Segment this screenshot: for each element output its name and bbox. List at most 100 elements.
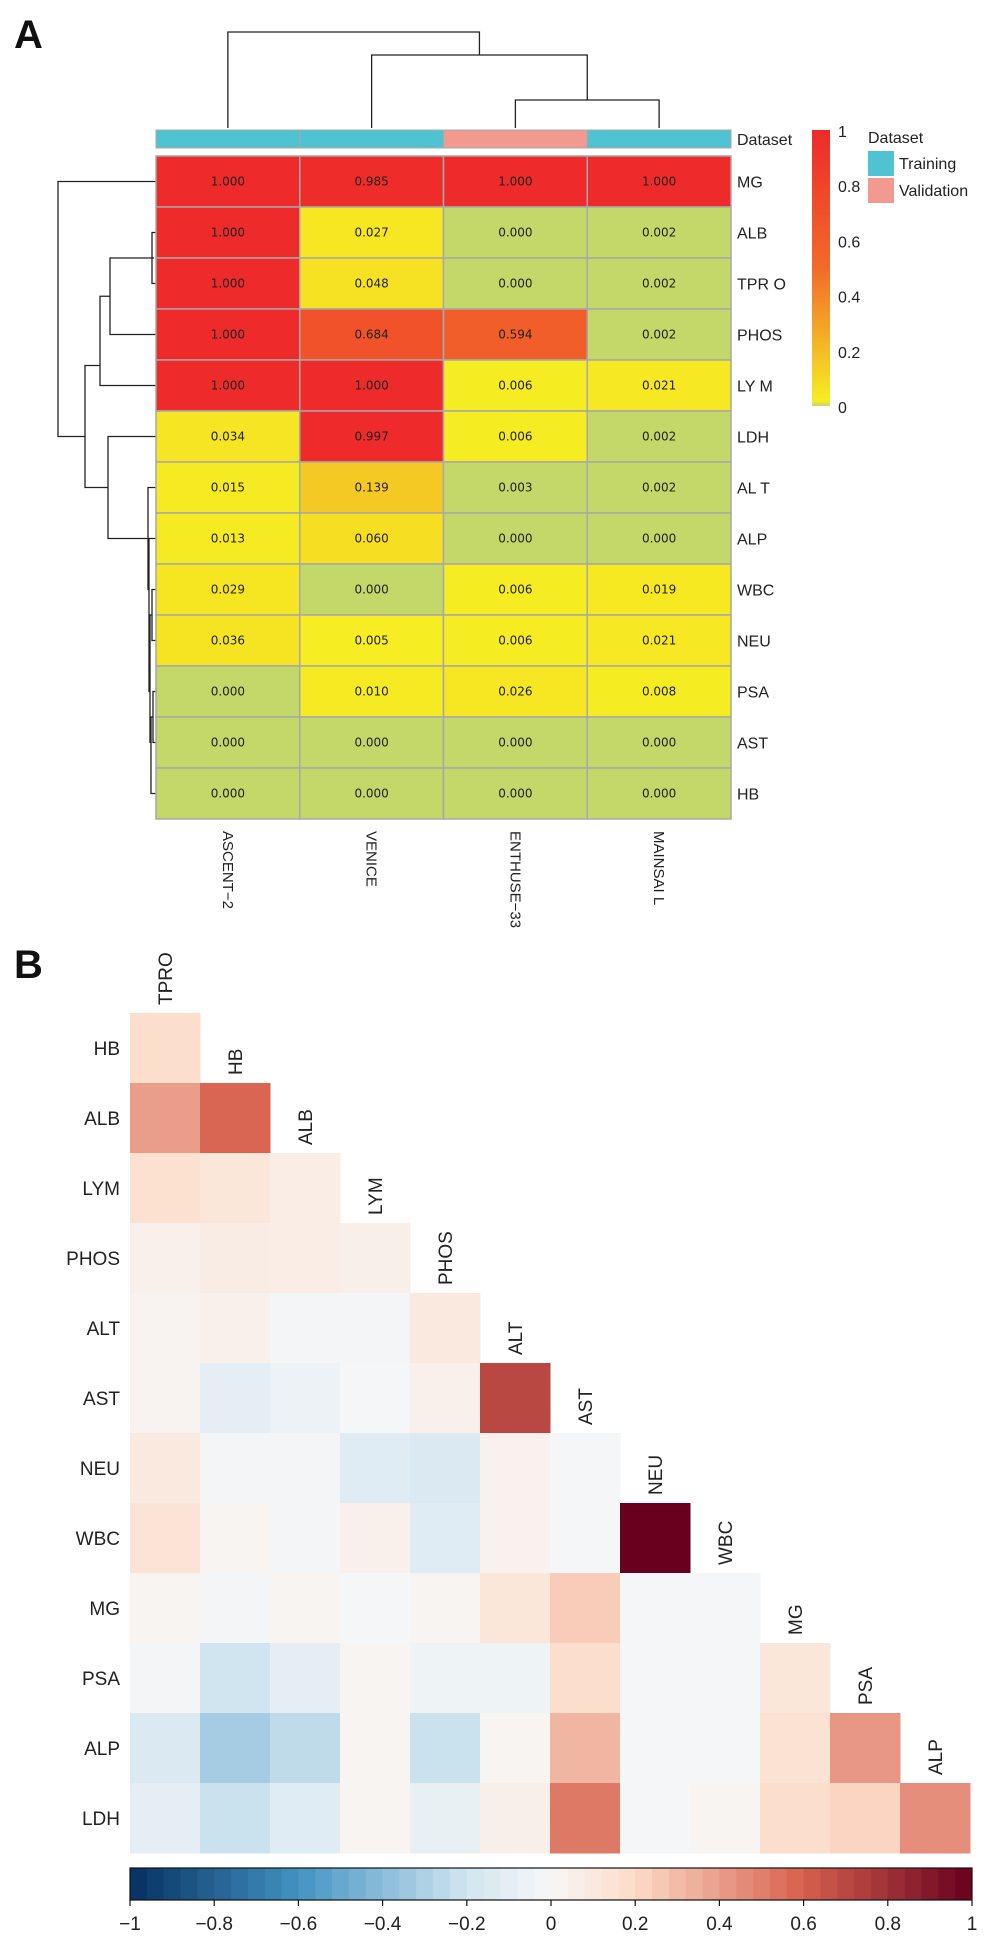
panel-b-label: B (14, 943, 43, 987)
correlation-cell (270, 1783, 341, 1854)
correlation-cell (410, 1293, 481, 1364)
heatmap-cell (586, 716, 732, 769)
colorbar-segment (753, 1868, 771, 1900)
correlation-cell (900, 1783, 971, 1854)
column-label: LYM (366, 1177, 387, 1215)
column-label: PSA (856, 1667, 877, 1705)
correlation-cell (270, 1643, 341, 1714)
correlation-cell (410, 1503, 481, 1574)
column-label: ENTHUSE−33 (506, 831, 523, 928)
cell-value-label: 0.000 (498, 277, 532, 291)
cell-value-label: 0.000 (642, 787, 676, 801)
cell-value-label: 0.029 (211, 583, 245, 597)
annotation-cell (586, 129, 732, 149)
correlation-cell (410, 1783, 481, 1854)
row-label: MG (89, 1599, 120, 1620)
heatmap-cell (155, 665, 301, 718)
dataset-annotation-bar: Dataset (155, 129, 793, 149)
column-label: ALT (506, 1321, 527, 1355)
correlation-cell (480, 1363, 551, 1434)
correlation-colorbar: −1 −0.8 −0.6 −0.4 −0.2 0 0.2 0.4 0.6 0.8 1 (119, 1867, 977, 1935)
correlation-cell (200, 1713, 271, 1784)
correlation-cell (200, 1153, 271, 1224)
cell-value-label: 0.000 (354, 736, 388, 750)
correlation-cell (200, 1643, 271, 1714)
correlation-cell (340, 1573, 411, 1644)
correlation-cell (130, 1153, 201, 1224)
correlation-cell (830, 1713, 901, 1784)
colorbar-segment (938, 1868, 956, 1900)
colorbar-segment (904, 1868, 922, 1900)
cell-value-label: 0.036 (211, 634, 245, 648)
cell-value-label: 0.015 (211, 481, 245, 495)
correlation-cell (200, 1433, 271, 1504)
correlation-cell (270, 1153, 341, 1224)
correlation-cell (200, 1223, 271, 1294)
heatmap-cell (442, 665, 588, 718)
row-label: MG (737, 175, 763, 192)
colorbar-segment (130, 1868, 148, 1900)
correlation-cell (550, 1503, 621, 1574)
colorbar-segment (803, 1868, 821, 1900)
dendrogram (57, 31, 660, 795)
correlation-cell (550, 1433, 621, 1504)
annotation-cell (443, 129, 588, 149)
correlation-cell (410, 1363, 481, 1434)
correlation-cell (340, 1783, 411, 1854)
annotation-cell (299, 129, 444, 149)
correlation-cell (480, 1643, 551, 1714)
cell-value-label: 0.997 (354, 430, 388, 444)
correlation-cell (690, 1573, 761, 1644)
correlation-cell (410, 1433, 481, 1504)
row-label: ALB (737, 226, 767, 243)
cell-value-label: 1.000 (211, 226, 245, 240)
correlation-cell (200, 1363, 271, 1434)
row-label: ALT (87, 1319, 121, 1340)
heatmap-cell (155, 563, 301, 616)
colorbar-tick-label: 0.4 (706, 1914, 733, 1935)
column-label: MAINSAI L (650, 831, 667, 905)
row-dendrogram-branch (99, 295, 156, 387)
row-label: AST (83, 1389, 120, 1410)
colorbar-segment (652, 1868, 670, 1900)
heatmap-cell (299, 359, 445, 412)
colorbar-segment (719, 1868, 737, 1900)
correlation-cell (130, 1573, 201, 1644)
row-label: WBC (737, 583, 774, 600)
cell-value-label: 0.000 (498, 226, 532, 240)
heatmap-cell (586, 359, 732, 412)
heatmap-cell (442, 155, 588, 208)
colorbar-segment (567, 1868, 586, 1900)
row-label: PSA (737, 685, 769, 702)
column-label: ASCENT−2 (219, 831, 236, 909)
row-label: TPR O (737, 277, 786, 294)
column-labels: ASCENT−2 VENICE ENTHUSE−33 MAINSAI L (219, 831, 667, 928)
correlation-cell (690, 1643, 761, 1714)
annotation-cell (155, 129, 301, 149)
cell-value-label: 1.000 (211, 379, 245, 393)
correlation-cell (270, 1713, 341, 1784)
colorbar-segment (551, 1868, 569, 1900)
cell-value-label: 0.002 (642, 481, 676, 495)
colorbar-segment (921, 1868, 939, 1900)
heatmap-cell (586, 767, 732, 820)
column-label: NEU (646, 1455, 667, 1495)
cell-value-label: 0.000 (498, 532, 532, 546)
correlation-cell (480, 1573, 551, 1644)
colorbar-segment (483, 1868, 501, 1900)
row-label: ALB (84, 1109, 120, 1130)
correlation-cell (760, 1713, 831, 1784)
cell-value-label: 0.013 (211, 532, 245, 546)
column-dendrogram-branch (370, 54, 588, 128)
correlation-cell (340, 1223, 411, 1294)
column-label: AST (576, 1388, 597, 1425)
heatmap-cell (442, 359, 588, 412)
colorbar-segment (146, 1868, 165, 1900)
row-label: WBC (76, 1529, 120, 1550)
column-label: TPRO (156, 952, 177, 1005)
row-label: AST (737, 736, 768, 753)
value-colorbar-tick: 0.4 (838, 290, 860, 307)
row-label: ALP (737, 532, 767, 549)
cell-value-label: 0.000 (642, 532, 676, 546)
correlation-cell (340, 1293, 411, 1364)
